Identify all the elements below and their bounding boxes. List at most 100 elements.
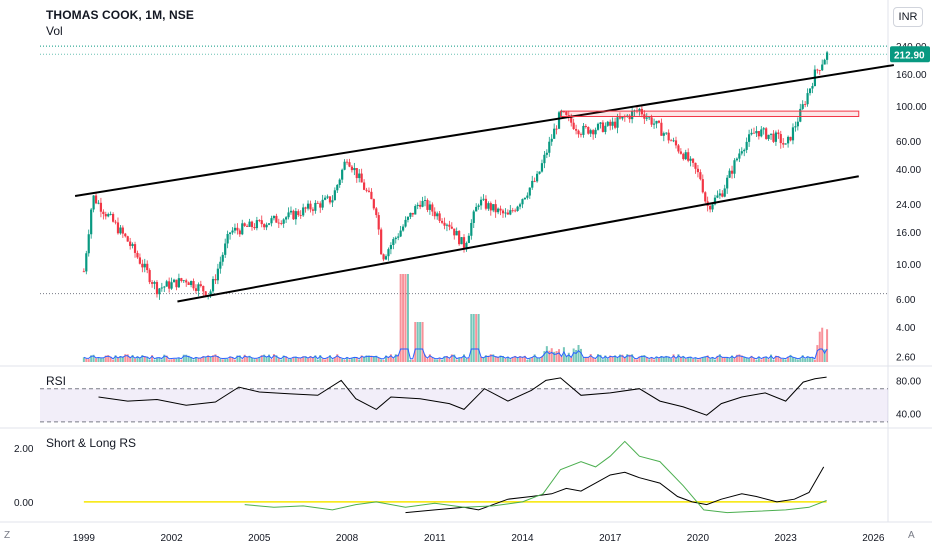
candle: [786, 135, 790, 148]
candle: [394, 236, 397, 244]
candle: [779, 130, 782, 149]
candle-body: [250, 221, 254, 228]
volume-bar: [711, 357, 714, 362]
candle-body: [260, 220, 263, 225]
candle: [696, 164, 700, 178]
candle-body: [375, 208, 378, 216]
candle-body: [180, 278, 183, 281]
candle-body: [289, 210, 293, 213]
candle-body: [316, 202, 319, 204]
candle: [492, 204, 495, 213]
candle-body: [355, 168, 358, 179]
volume-bar: [696, 359, 699, 362]
candle-body: [360, 173, 363, 183]
candle: [382, 253, 385, 262]
volume-bar: [324, 359, 327, 362]
volume-bar: [523, 355, 526, 362]
candle: [806, 88, 809, 107]
volume-bar: [499, 355, 502, 362]
candle-body: [333, 190, 336, 201]
volume-bar: [328, 355, 331, 362]
candle: [116, 217, 120, 235]
time-tick-label: 2014: [511, 533, 534, 544]
volume-bar: [772, 359, 775, 362]
volume-bar: [623, 357, 626, 362]
symbol-title[interactable]: THOMAS COOK, 1M, NSE: [46, 8, 195, 22]
candle-body: [343, 161, 346, 170]
rs-title[interactable]: Short & Long RS: [46, 436, 137, 450]
volume-bar: [255, 358, 258, 362]
volume-bar: [455, 359, 458, 362]
candle-body: [784, 143, 787, 145]
candle: [531, 175, 534, 190]
candle-body: [472, 211, 475, 223]
candle-body: [545, 152, 548, 155]
volume-bar: [375, 355, 378, 362]
candle: [645, 113, 648, 122]
candle-body: [87, 234, 90, 254]
candle: [794, 121, 797, 132]
candle: [730, 165, 734, 179]
volume-bar: [475, 314, 478, 362]
candle-body: [543, 154, 546, 164]
volume-bar: [555, 351, 558, 362]
volume-bar: [528, 358, 531, 362]
candle: [596, 122, 600, 131]
candle-body: [755, 131, 758, 134]
currency-button[interactable]: INR: [893, 7, 923, 27]
volume-bar: [209, 356, 212, 362]
candle-body: [733, 160, 736, 174]
volume-bar: [484, 355, 487, 362]
price-tick-label: 40.00: [896, 165, 921, 176]
candle: [331, 195, 334, 208]
rsi-title[interactable]: RSI: [46, 374, 67, 388]
candle: [168, 277, 171, 293]
volume-bar: [107, 355, 110, 362]
auto-scale-button[interactable]: A: [908, 530, 915, 541]
candle-body: [348, 162, 351, 167]
candle: [326, 194, 329, 200]
candle: [94, 191, 98, 205]
volume-bar: [806, 356, 809, 362]
volume-bar: [185, 354, 188, 362]
candle-body: [85, 253, 88, 272]
candle: [455, 227, 458, 236]
volume-bar: [260, 355, 263, 362]
volume-bar: [757, 356, 760, 362]
candle: [384, 254, 388, 260]
candle: [160, 282, 163, 292]
candle: [377, 212, 380, 235]
candle-body: [228, 232, 232, 235]
volume-bar: [694, 357, 697, 362]
candle: [189, 280, 193, 288]
volume-bar: [509, 359, 512, 362]
candle: [684, 149, 687, 161]
volume-bar: [716, 355, 719, 362]
candle: [358, 169, 361, 183]
candle-body: [730, 170, 734, 174]
candle-body: [818, 70, 821, 71]
candle-body: [326, 196, 329, 198]
candle-body: [645, 117, 648, 119]
candle: [540, 159, 544, 173]
candle-body: [631, 111, 634, 120]
candle: [104, 211, 107, 220]
candle-body: [119, 227, 122, 234]
volume-bar: [372, 356, 375, 362]
zoom-button[interactable]: Z: [4, 530, 11, 541]
volume-bar: [285, 356, 288, 362]
candle-body: [465, 242, 468, 250]
candle: [282, 218, 285, 228]
candle: [365, 187, 368, 193]
volume-label[interactable]: Vol: [46, 24, 63, 38]
candle-body: [299, 215, 302, 216]
candle: [799, 103, 802, 123]
candle: [479, 196, 483, 210]
volume-bar: [728, 358, 731, 362]
volume-bar: [784, 359, 787, 362]
volume-bar: [229, 356, 232, 362]
candle: [777, 129, 780, 139]
candle: [757, 131, 760, 140]
candle: [260, 215, 263, 228]
